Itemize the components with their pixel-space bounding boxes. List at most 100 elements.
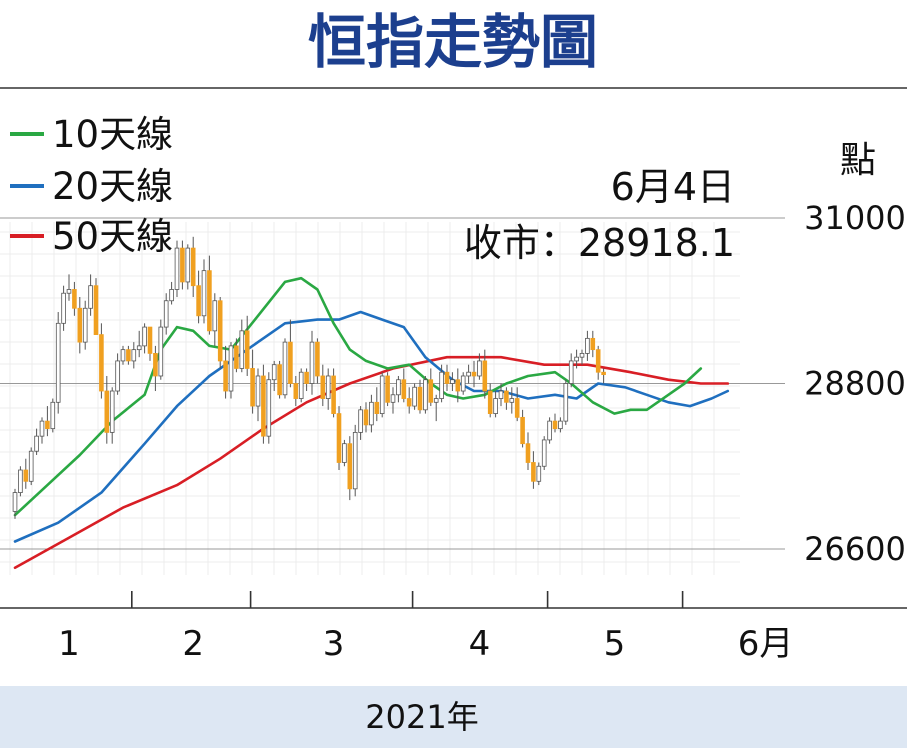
candle-body-up xyxy=(266,379,272,437)
candlestick xyxy=(88,274,93,316)
candlestick xyxy=(61,285,66,331)
ma10-line xyxy=(13,276,703,517)
candle-body-up xyxy=(579,353,585,358)
candlestick xyxy=(460,372,466,395)
candle-body-up xyxy=(309,341,315,384)
candlestick xyxy=(477,353,482,380)
ma20-line xyxy=(13,310,730,543)
candlestick xyxy=(99,323,104,399)
candle-body-down xyxy=(401,379,407,399)
candlestick xyxy=(131,342,137,369)
candlestick xyxy=(109,387,115,444)
candlestick xyxy=(277,360,282,399)
candlestick xyxy=(315,338,320,384)
candle-body-up xyxy=(255,375,261,407)
candlestick xyxy=(50,398,56,433)
candle-body-up xyxy=(158,326,164,377)
candle-body-down xyxy=(406,398,412,407)
candlestick xyxy=(298,368,304,403)
candle-body-up xyxy=(558,420,563,430)
candle-body-up xyxy=(282,341,288,396)
candlestick xyxy=(282,338,288,399)
candle-body-up xyxy=(493,398,498,414)
candlestick xyxy=(266,372,272,444)
candlestick xyxy=(574,349,579,369)
candlestick xyxy=(525,432,531,471)
candlestick xyxy=(126,345,131,365)
candle-body-up xyxy=(66,289,72,294)
candlestick xyxy=(514,387,520,422)
annotation-date: 6月4日 xyxy=(611,165,735,209)
candle-body-down xyxy=(455,379,461,392)
candlestick xyxy=(250,349,255,414)
candle-body-up xyxy=(39,420,45,437)
candlestick xyxy=(325,368,331,410)
candle-body-down xyxy=(147,326,153,354)
candlestick xyxy=(363,402,369,433)
candlestick xyxy=(93,278,99,336)
candle-body-down xyxy=(244,330,250,369)
candlestick xyxy=(255,368,261,422)
candlestick xyxy=(504,387,509,410)
candle-body-down xyxy=(304,371,309,384)
candlestick xyxy=(396,375,401,403)
candle-body-up xyxy=(390,394,396,403)
candle-body-up xyxy=(163,300,169,328)
candlestick xyxy=(455,368,461,403)
candlestick xyxy=(509,387,515,414)
candle-body-down xyxy=(385,375,390,403)
candlestick xyxy=(12,488,18,519)
x-month-label: 5 xyxy=(604,624,626,664)
candle-body-down xyxy=(217,300,223,362)
candlestick xyxy=(433,394,439,422)
candlestick xyxy=(212,293,218,346)
candle-body-up xyxy=(239,330,245,369)
candle-body-down xyxy=(126,349,131,362)
candlestick xyxy=(585,330,590,361)
candle-body-down xyxy=(93,285,99,336)
candle-body-up xyxy=(185,247,191,283)
candlestick xyxy=(261,364,266,444)
candle-body-up xyxy=(396,379,401,396)
close-annotation: 6月4日 收市：28918.1 xyxy=(464,165,735,265)
candlestick xyxy=(39,417,45,444)
candle-body-up xyxy=(120,349,126,362)
candle-body-up xyxy=(369,401,374,426)
candlestick xyxy=(239,319,245,373)
candle-body-down xyxy=(514,398,520,418)
candle-body-down xyxy=(315,341,320,377)
candle-body-down xyxy=(487,390,493,414)
ma50-line xyxy=(13,355,730,570)
candle-body-up xyxy=(212,300,218,332)
candlestick xyxy=(336,406,342,471)
moving-average-lines xyxy=(13,276,730,570)
candle-body-down xyxy=(99,334,104,392)
candle-body-up xyxy=(174,247,180,290)
candlestick xyxy=(174,240,180,297)
candle-body-up xyxy=(271,364,277,381)
candle-body-up xyxy=(477,360,482,377)
candlestick xyxy=(563,379,569,425)
candle-body-down xyxy=(363,409,369,426)
candlestick xyxy=(412,383,417,410)
candle-body-up xyxy=(536,465,542,482)
candle-body-up xyxy=(55,322,61,403)
candle-body-up xyxy=(28,450,34,482)
candle-body-up xyxy=(439,371,444,399)
candle-body-down xyxy=(601,371,606,376)
candle-body-up xyxy=(498,390,504,399)
candlestick xyxy=(34,428,39,455)
candle-body-up xyxy=(568,360,574,384)
candle-body-down xyxy=(531,462,536,482)
candlestick xyxy=(487,383,493,418)
legend-ma10-label: 10天線 xyxy=(52,113,173,156)
y-tick-label: 26600 xyxy=(804,530,906,568)
candlestick xyxy=(288,319,293,388)
candlestick xyxy=(309,330,315,395)
candle-body-down xyxy=(190,247,196,287)
candlestick xyxy=(228,342,234,399)
candlestick xyxy=(207,255,212,335)
candle-body-down xyxy=(482,360,488,392)
candlestick xyxy=(347,436,353,501)
